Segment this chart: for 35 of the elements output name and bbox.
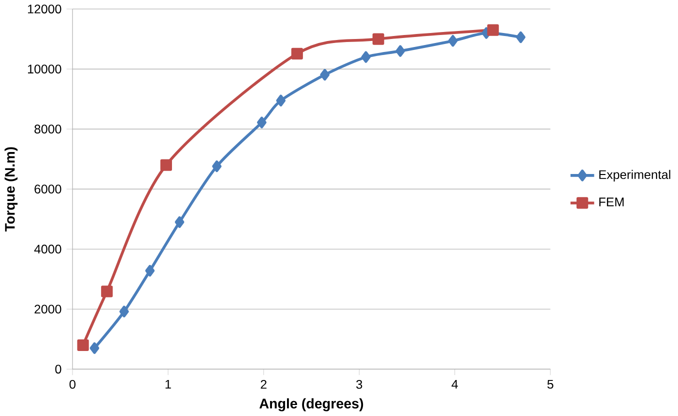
point (119, 306, 129, 318)
y-tick-label: 10000 (28, 64, 62, 74)
point (487, 24, 499, 36)
point (77, 339, 89, 352)
y-axis-title: Torque (N.m) (4, 147, 18, 232)
point (372, 33, 384, 45)
point (145, 264, 155, 277)
point (212, 160, 222, 172)
x-tick-label: 5 (547, 380, 554, 389)
x-tick-label: 1 (166, 380, 171, 389)
point (101, 286, 113, 298)
point (160, 159, 172, 171)
point (90, 342, 100, 354)
x-tick-label: 0 (70, 380, 76, 389)
y-tick-label: 2000 (34, 304, 62, 314)
point (361, 51, 371, 63)
y-tick-label: 6000 (34, 184, 62, 194)
y-tick-label: 8000 (34, 124, 62, 134)
point (291, 48, 303, 60)
x-tick-label: 2 (260, 380, 266, 389)
point (174, 216, 184, 228)
legend-label: FEM (599, 198, 624, 206)
x-tick-label: 3 (356, 380, 362, 389)
legend-label: Experimental (599, 170, 670, 182)
y-tick-label: 4000 (34, 244, 62, 254)
point (320, 68, 330, 81)
x-axis-title: Angle (degrees) (259, 398, 364, 412)
point (257, 116, 266, 128)
point (276, 94, 286, 106)
point (516, 31, 526, 44)
y-tick-label: 12000 (28, 4, 62, 14)
point (448, 35, 458, 47)
x-tick-label: 4 (452, 380, 458, 389)
point (396, 45, 406, 57)
y-tick-label: 0 (55, 364, 62, 374)
